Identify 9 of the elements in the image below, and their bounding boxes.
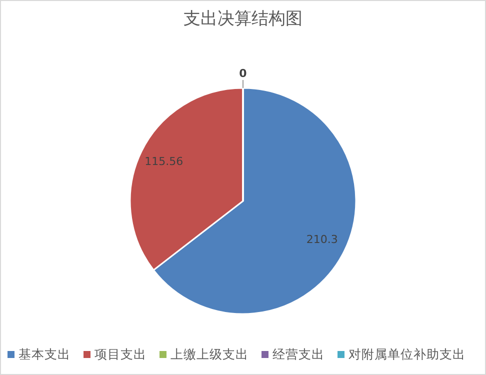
data-label: 115.56 <box>144 155 184 168</box>
data-label: 210.3 <box>306 232 338 246</box>
legend-label: 基本支出 <box>18 346 70 362</box>
legend-label: 经营支出 <box>272 346 324 362</box>
legend-label: 项目支出 <box>94 346 146 362</box>
chart-title: 支出决算结构图 <box>184 9 302 29</box>
legend-label: 上缴上级支出 <box>170 346 248 362</box>
text: 0 <box>239 67 247 80</box>
legend-label: 对附属单位补助支出 <box>348 346 466 362</box>
